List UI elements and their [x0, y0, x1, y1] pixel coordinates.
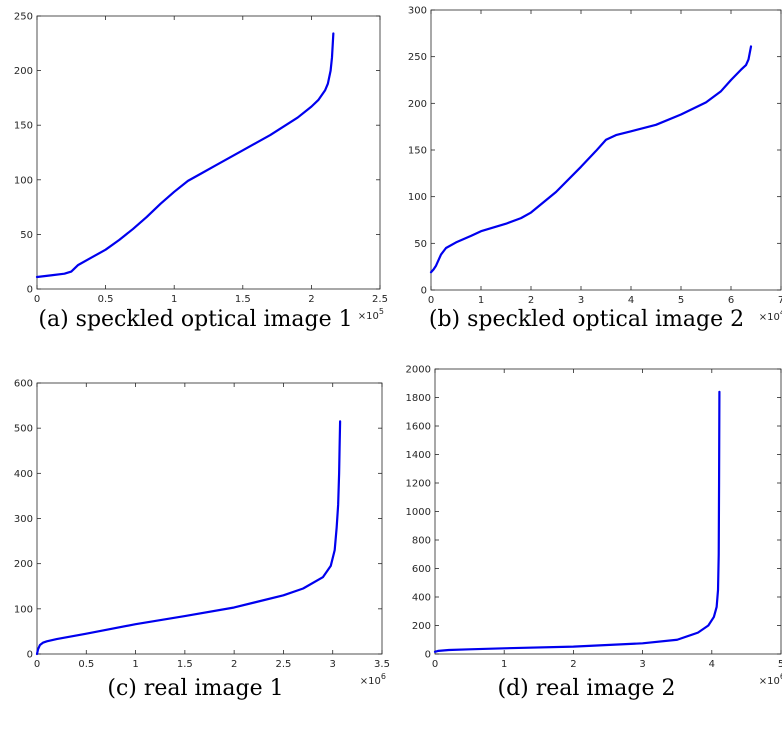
chart-b-x-tick-label: 3 — [578, 295, 584, 306]
caption-d: (d) real image 2 — [497, 676, 676, 701]
chart-b-x-tick-label: 0 — [428, 295, 434, 306]
chart-a-plot: 0 0.5 1 1.5 2 2.5 0 50 100 150 200 250 ×105 — [14, 12, 388, 323]
chart-c-series-line-0 — [35, 420, 342, 656]
chart-c-x-tick-label: 0 — [34, 659, 40, 670]
chart-a-y-tick-label: 200 — [14, 66, 33, 77]
chart-b-series-line-0 — [429, 45, 753, 274]
chart-d-x-tick-label: 0 — [432, 659, 438, 670]
chart-panel-b: 0 1 2 3 4 5 6 7 0 50 100 150 200 250 300 ×104 (b) speck… — [391, 0, 782, 367]
chart-d-x-multiplier: ×106 — [759, 672, 782, 687]
chart-a-y-tick-label: 0 — [27, 285, 33, 296]
chart-a-x-tick-label: 2.5 — [372, 294, 388, 305]
chart-b-y-tick-label: 300 — [408, 6, 427, 17]
chart-d-y-tick-label: 1600 — [406, 422, 431, 433]
chart-d-x-tick-label: 3 — [639, 659, 645, 670]
chart-panel-a: 0 0.5 1 1.5 2 2.5 0 50 100 150 200 250 ×105 (a) spec… — [0, 0, 391, 367]
chart-b-plot: 0 1 2 3 4 5 6 7 0 50 100 150 200 250 300 ×104 — [408, 6, 782, 324]
chart-c-y-tick-label: 200 — [14, 559, 33, 570]
chart-c-axes-box — [36, 382, 383, 655]
chart-d-y-tick-label: 2000 — [406, 365, 431, 376]
chart-d-y-tick-label: 1200 — [406, 479, 431, 490]
chart-a-axes-box — [36, 15, 381, 290]
caption-c: (c) real image 1 — [107, 676, 284, 701]
chart-a-x-tick-label: 2 — [308, 294, 314, 305]
chart-b-y-tick-label: 100 — [408, 192, 427, 203]
chart-c-y-tick-label: 600 — [14, 379, 33, 390]
chart-d-y-tick-label: 200 — [412, 621, 431, 632]
chart-c-plot: 0 0.5 1 1.5 2 2.5 3 3.5 0 100 200 300 400 500 600 ×106 — [14, 379, 390, 688]
chart-b-y-tick-label: 50 — [414, 239, 427, 250]
chart-b-x-tick-label: 6 — [728, 295, 734, 306]
chart-d-y-tick-label: 1800 — [406, 393, 431, 404]
chart-c-x-tick-label: 2.5 — [275, 659, 291, 670]
chart-d-x-tick-label: 5 — [778, 659, 782, 670]
chart-b-x-tick-label: 1 — [478, 295, 484, 306]
chart-d-y-tick-label: 800 — [412, 536, 431, 547]
chart-b-x-multiplier: ×104 — [759, 308, 782, 323]
chart-d-x-tick-label: 4 — [709, 659, 715, 670]
chart-d-series-line-0 — [433, 390, 721, 653]
chart-a-y-tick-label: 250 — [14, 12, 33, 23]
chart-c-y-tick-label: 100 — [14, 604, 33, 615]
chart-a-x-tick-label: 1.5 — [235, 294, 251, 305]
chart-d-x-tick-label: 2 — [570, 659, 576, 670]
chart-a-series-line-0 — [35, 32, 335, 279]
chart-c-x-multiplier: ×106 — [360, 672, 386, 687]
chart-c-y-tick-label: 0 — [27, 650, 33, 661]
chart-c-x-tick-label: 0.5 — [78, 659, 94, 670]
chart-c-x-tick-label: 1 — [132, 659, 138, 670]
chart-b-y-tick-label: 250 — [408, 52, 427, 63]
chart-a-x-tick-label: 1 — [171, 294, 177, 305]
chart-d-plot: 0 1 2 3 4 5 0 200 400 600 800 1000 1200 1400 1600 1800 2… — [406, 365, 782, 688]
chart-b-y-tick-label: 150 — [408, 146, 427, 157]
chart-d-y-tick-label: 600 — [412, 564, 431, 575]
chart-c-x-tick-label: 3 — [330, 659, 336, 670]
chart-a-x-tick-label: 0 — [34, 294, 40, 305]
chart-d-y-tick-label: 0 — [425, 650, 431, 661]
chart-panel-d: 0 1 2 3 4 5 0 200 400 600 800 1000 1200 1400 1600 1800 2… — [391, 365, 782, 734]
chart-b-y-tick-label: 0 — [421, 286, 427, 297]
chart-c-y-tick-label: 400 — [14, 469, 33, 480]
chart-b-x-tick-label: 5 — [678, 295, 684, 306]
chart-b-y-tick-label: 200 — [408, 99, 427, 110]
chart-b-x-tick-label: 4 — [628, 295, 634, 306]
chart-c-x-tick-label: 2 — [231, 659, 237, 670]
chart-d-y-tick-label: 1400 — [406, 450, 431, 461]
chart-a-y-tick-label: 100 — [14, 175, 33, 186]
chart-d-y-tick-label: 400 — [412, 593, 431, 604]
chart-a-x-multiplier: ×105 — [358, 307, 384, 322]
chart-panel-c: 0 0.5 1 1.5 2 2.5 3 3.5 0 100 200 300 400 500 600 ×106 … — [0, 367, 391, 734]
chart-b-x-tick-label: 7 — [778, 295, 782, 306]
chart-a-y-tick-label: 150 — [14, 121, 33, 132]
chart-c-y-tick-label: 500 — [14, 424, 33, 435]
chart-b-axes-box — [430, 9, 782, 291]
chart-a-x-tick-label: 0.5 — [98, 294, 114, 305]
chart-d-y-tick-label: 1000 — [406, 507, 431, 518]
chart-c-y-tick-label: 300 — [14, 514, 33, 525]
chart-c-x-tick-label: 3.5 — [374, 659, 390, 670]
caption-b: (b) speckled optical image 2 — [428, 307, 745, 332]
chart-a-y-tick-label: 50 — [20, 230, 33, 241]
chart-d-x-tick-label: 1 — [501, 659, 507, 670]
chart-c-x-tick-label: 1.5 — [177, 659, 193, 670]
chart-b-x-tick-label: 2 — [528, 295, 534, 306]
caption-a: (a) speckled optical image 1 — [38, 307, 353, 332]
chart-d-axes-box — [434, 368, 782, 655]
